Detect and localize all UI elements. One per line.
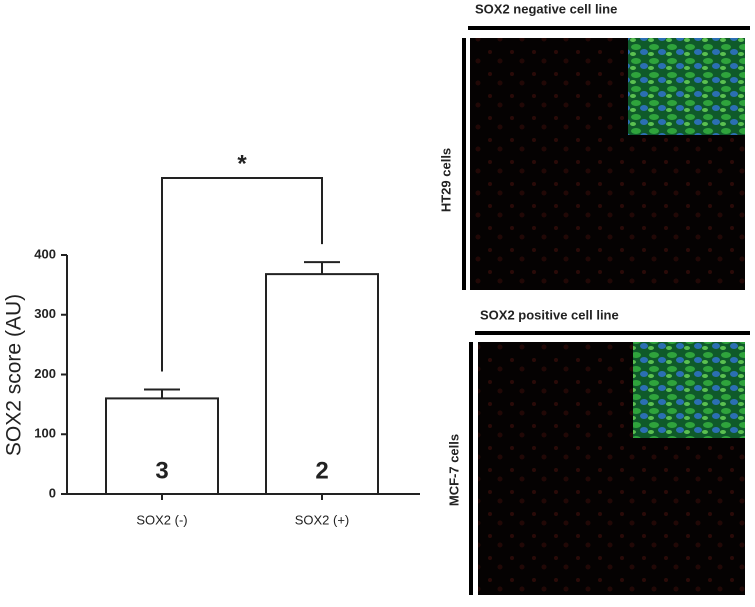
x-tick-label: SOX2 (-) [136, 512, 187, 527]
y-tick-label: 300 [34, 306, 56, 321]
y-tick-label: 100 [34, 426, 56, 441]
bar [105, 397, 219, 495]
micrograph-inset [633, 342, 745, 438]
y-axis-label: SOX2 score (AU) [3, 294, 26, 456]
x-tick-label: SOX2 (+) [295, 512, 350, 527]
panel-header: SOX2 negative cell line [475, 1, 617, 16]
y-tick-label: 200 [34, 366, 56, 381]
panel-header: SOX2 positive cell line [480, 307, 619, 322]
panel-label: MCF-7 cells [446, 434, 461, 506]
significance-mark: * [237, 150, 247, 177]
significance-bracket [161, 177, 323, 372]
bar-annotation: 3 [155, 457, 168, 484]
y-tick-label: 400 [34, 246, 56, 261]
panel-label: HT29 cells [438, 148, 453, 212]
bar-annotation: 2 [315, 457, 328, 484]
y-tick-label: 0 [49, 485, 56, 500]
micrograph-inset [628, 38, 745, 135]
